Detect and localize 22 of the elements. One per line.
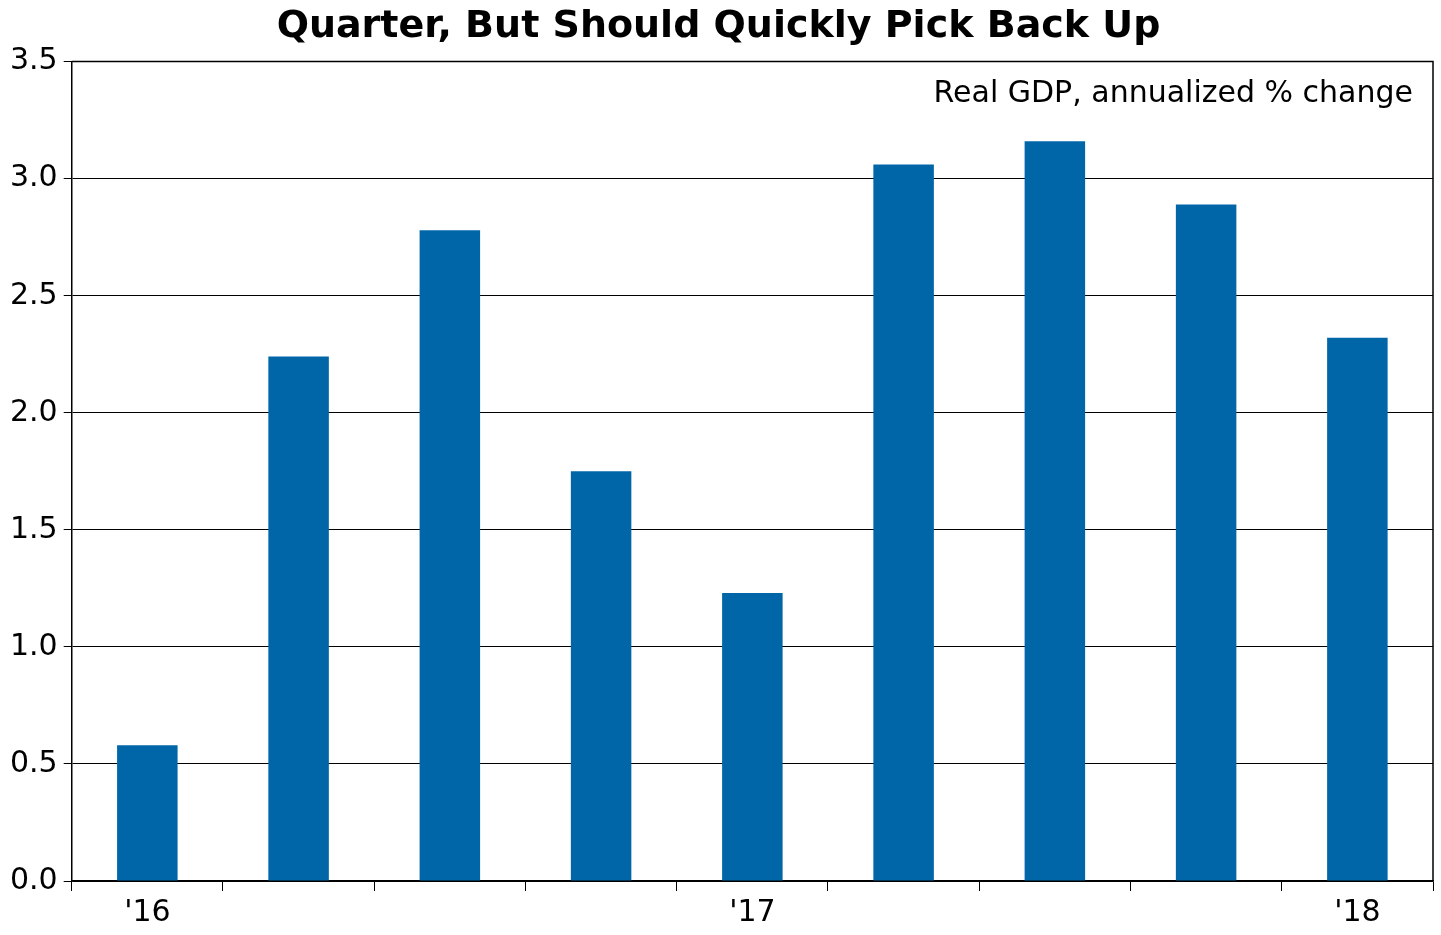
y-tick-label: 1.5 xyxy=(9,509,58,545)
bar xyxy=(1175,204,1237,881)
x-tick-label: '17 xyxy=(729,892,776,928)
bar xyxy=(722,593,783,881)
y-tick-label: 3.0 xyxy=(9,158,58,194)
y-tick-label: 1.0 xyxy=(9,626,58,662)
y-tick-label: 0.0 xyxy=(9,860,58,896)
bar xyxy=(873,164,934,881)
y-tick-label: 3.5 xyxy=(9,41,58,77)
y-tick-label: 2.0 xyxy=(9,392,58,428)
chart-title: Quarter, But Should Quickly Pick Back Up xyxy=(276,1,1161,46)
bar xyxy=(1024,141,1086,881)
x-tick-label: '16 xyxy=(124,892,171,928)
bar xyxy=(419,230,481,881)
bar xyxy=(570,471,632,881)
y-tick-label: 2.5 xyxy=(9,275,58,311)
y-tick-label: 0.5 xyxy=(9,743,58,779)
bar xyxy=(117,745,178,881)
x-tick-label: '18 xyxy=(1334,892,1381,928)
bar xyxy=(268,356,329,881)
annotation: Real GDP, annualized % change xyxy=(933,74,1413,110)
bar xyxy=(1327,337,1388,881)
